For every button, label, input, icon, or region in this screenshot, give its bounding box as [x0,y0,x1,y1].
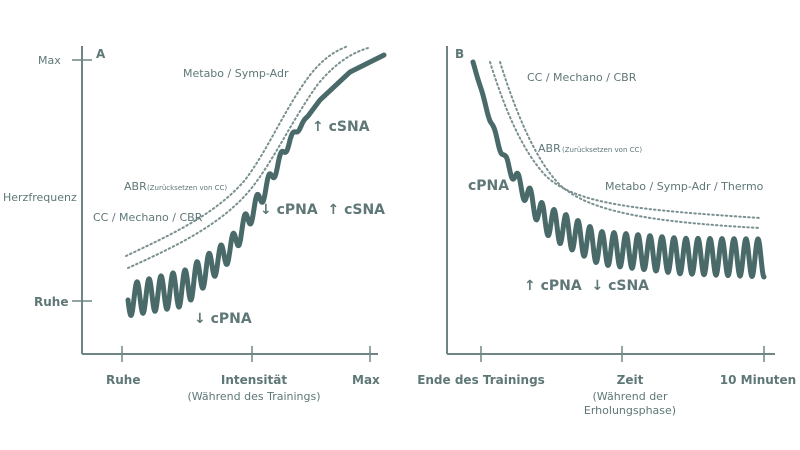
panel-b-label-abr-note: (Zurücksetzen von CC) [562,146,642,154]
panel-a-heart-rate-curve [125,52,387,318]
panel-a-letter: A [96,47,106,61]
panel-a-y-label: Herzfrequenz [3,191,77,204]
panel-b-heart-rate-curve [470,59,767,280]
panel-a-label-cc: CC / Mechano / CBR [93,211,203,224]
panel-b-x-subtitle2: Erholungsphase) [584,404,676,417]
panel-a-label-metabo: Metabo / Symp-Adr [183,67,289,80]
panel-a-x-title: Intensität [221,373,288,387]
panel-a-label-abr-note: (Zurücksetzen von CC) [147,184,227,192]
panel-b-label-metabo: Metabo / Symp-Adr / Thermo [605,180,764,193]
panel-a-x-subtitle: (Während des Trainings) [187,390,320,403]
panel-b-dotted-outer [489,61,761,219]
panel-a-y-max: Max [38,54,61,67]
panel-b-label-abr: ABR [538,142,561,155]
panel-b: B CC / Mechano / CBR ABR (Zurücksetzen v… [417,46,796,417]
panel-b-label-cpna: cPNA [468,178,509,194]
panel-b-label-cc: CC / Mechano / CBR [527,71,637,84]
panel-b-dotted-inner [499,61,761,229]
panel-b-x-start: Ende des Trainings [417,373,545,387]
panel-a-label-cpna-down: ↓ cPNA [194,311,252,327]
panel-b-label-bottom: ↑ cPNA ↓ cSNA [524,278,649,294]
panel-a-label-mid: ↓ cPNA ↑ cSNA [260,202,385,218]
panel-a: A Max Herzfrequenz Ruhe Metabo / Symp-Ad… [3,45,387,403]
panel-a-label-abr: ABR [124,180,147,193]
panel-a-dotted-inner [127,47,369,269]
panel-b-x-title: Zeit [617,373,644,387]
panel-b-x-subtitle1: (Während der [593,390,668,403]
panel-a-y-rest: Ruhe [34,295,68,309]
panel-b-letter: B [455,47,464,61]
panel-a-dotted-outer [125,45,349,257]
panel-a-x-rest: Ruhe [106,373,140,387]
panel-a-x-max: Max [352,373,380,387]
panel-a-label-csna-up: ↑ cSNA [312,119,370,135]
panel-b-x-end: 10 Minuten [720,373,796,387]
